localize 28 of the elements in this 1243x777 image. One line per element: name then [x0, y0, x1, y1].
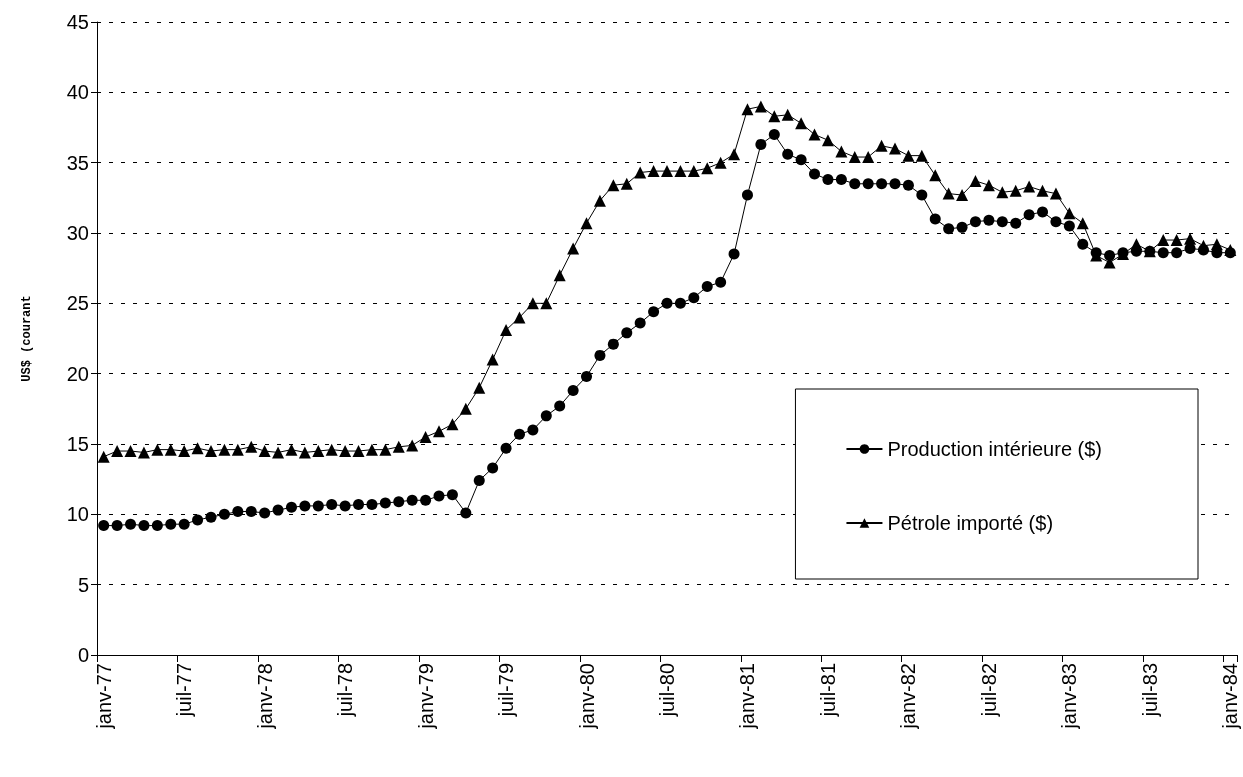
x-tick-label: juil-79	[495, 663, 518, 718]
legend-label: Production intérieure ($)	[887, 438, 1103, 460]
x-tick-label: janv-83	[1058, 663, 1081, 730]
y-tick-label: 30	[66, 222, 89, 244]
x-tick-label: janv-84	[1219, 663, 1242, 730]
y-tick-label: 40	[66, 81, 89, 104]
y-tick-label: 45	[66, 11, 89, 33]
y-tick-label: 35	[66, 151, 89, 174]
x-tick-label: juil-82	[977, 663, 1000, 718]
x-tick-label: juil-81	[816, 663, 839, 718]
legend-label: Pétrole importé ($)	[887, 512, 1054, 534]
x-tick-label: juil-78	[334, 663, 357, 718]
y-tick-label: 20	[66, 362, 89, 385]
y-axis-title: US$ (courant	[20, 295, 34, 382]
x-tick-label: janv-80	[575, 663, 598, 730]
x-tick-label: juil-83	[1138, 663, 1161, 718]
x-tick-label: janv-79	[414, 663, 437, 730]
x-tick-label: janv-77	[92, 663, 115, 730]
x-tick-label: janv-78	[253, 663, 276, 730]
y-tick-label: 15	[66, 433, 89, 455]
x-tick-label: janv-82	[897, 663, 920, 730]
y-tick-label: 0	[77, 644, 89, 666]
y-tick-label: 5	[77, 573, 89, 596]
y-tick-label: 10	[66, 503, 89, 526]
x-tick-label: juil-80	[656, 663, 678, 718]
x-tick-label: juil-77	[173, 663, 196, 718]
x-tick-label: janv-81	[736, 663, 759, 730]
y-tick-label: 25	[66, 292, 89, 315]
